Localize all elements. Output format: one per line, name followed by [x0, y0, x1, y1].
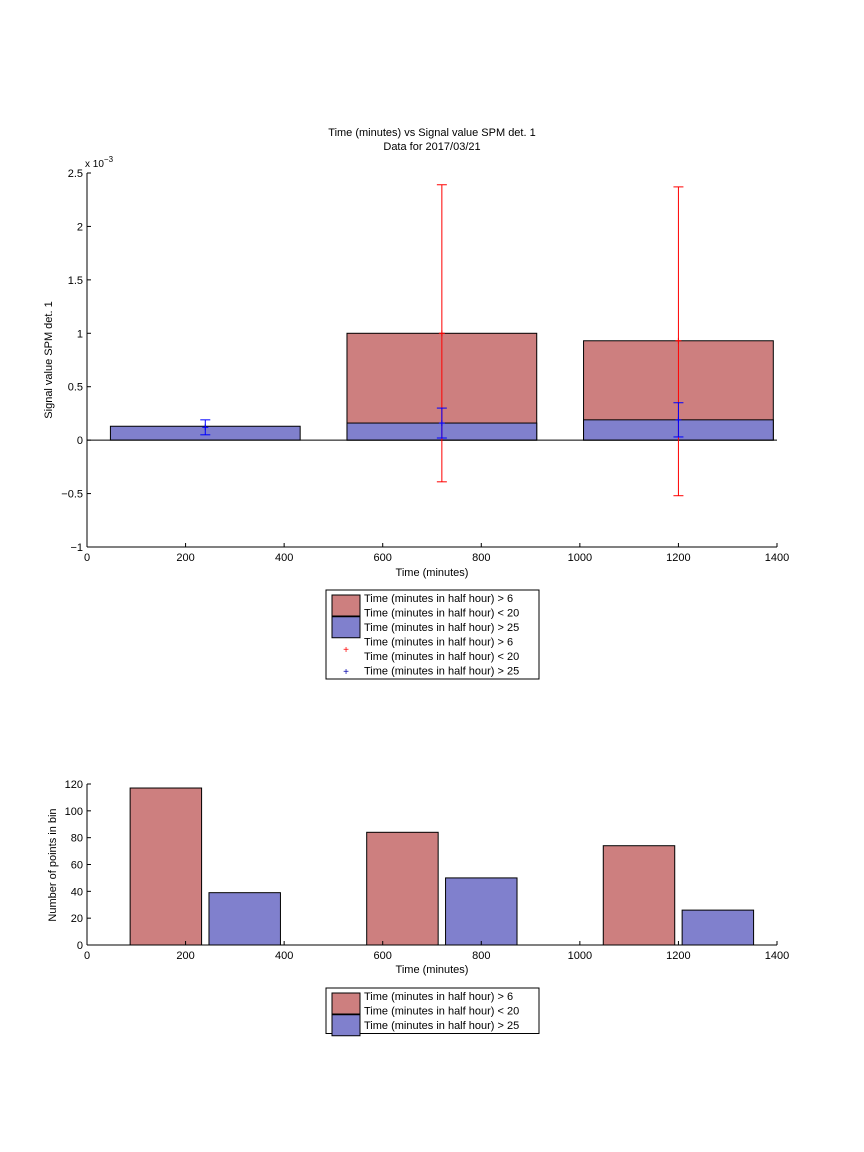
y-tick-label: 20 — [71, 913, 83, 925]
y-tick-label: 0 — [77, 940, 83, 952]
bar — [445, 877, 518, 946]
legend-label: Time (minutes in half hour) < 20 — [364, 1006, 519, 1018]
x-tick-label: 1000 — [568, 552, 592, 564]
x-tick-label: 1200 — [666, 950, 690, 962]
y-tick-label: 1.5 — [68, 275, 83, 287]
x-tick-label: 1400 — [765, 950, 789, 962]
bar — [602, 845, 676, 946]
count-chart: 0 200 400 600 800 1000 1200 1400 0 20 40 60 80 100 120… — [47, 779, 790, 1037]
chart-subtitle: Data for 2017/03/21 — [383, 141, 480, 153]
y-axis-label: Number of points in bin — [47, 808, 59, 921]
y-axis-label: Signal value SPM det. 1 — [43, 301, 55, 418]
bar — [681, 909, 755, 946]
legend-box — [325, 589, 540, 680]
legend-swatch — [331, 992, 361, 1015]
y-tick-label: −0.5 — [61, 489, 83, 501]
y-tick-label: 80 — [71, 833, 83, 845]
legend-label: Time (minutes in half hour) > 25 — [364, 622, 519, 634]
x-tick-label: 800 — [472, 950, 490, 962]
x-tick-label: 1200 — [666, 552, 690, 564]
x-tick-label: 200 — [176, 950, 194, 962]
x-tick-label: 600 — [374, 950, 392, 962]
y-tick-label: 100 — [65, 806, 83, 818]
x-tick-label: 800 — [472, 552, 490, 564]
axes-layer: 0 200 400 600 800 1000 1200 1400 −1 −0.5 0 0.5 1 1.5 2… — [61, 168, 789, 564]
legend-label: Time (minutes in half hour) > 25 — [364, 666, 519, 678]
x-axis-label: Time (minutes) — [396, 964, 469, 976]
y-tick-label: 2.5 — [68, 168, 83, 180]
y-tick-label: 0 — [77, 435, 83, 447]
x-axis-label: Time (minutes) — [396, 567, 469, 579]
x-tick-label: 0 — [84, 950, 90, 962]
legend-swatch — [331, 1014, 361, 1037]
bar — [208, 892, 281, 946]
legend-label: Time (minutes in half hour) > 25 — [364, 1020, 519, 1032]
legend-marker: + — [343, 645, 349, 656]
y-tick-label: 1 — [77, 328, 83, 340]
bar — [366, 831, 439, 946]
legend: Time (minutes in half hour) > 6 Time (min… — [325, 987, 540, 1037]
legend-label: Time (minutes in half hour) > 6 — [364, 593, 513, 605]
x-tick-label: 600 — [374, 552, 392, 564]
legend-box — [325, 987, 540, 1034]
signal-chart: Time (minutes) vs Signal value SPM det. … — [43, 127, 789, 680]
x-tick-label: 0 — [84, 552, 90, 564]
errorbars-layer — [200, 184, 684, 497]
legend-label: Time (minutes in half hour) > 6 — [364, 637, 513, 649]
x-tick-label: 200 — [176, 552, 194, 564]
bar — [129, 787, 203, 946]
legend-label: Time (minutes in half hour) < 20 — [364, 651, 519, 663]
y-tick-label: 2 — [77, 221, 83, 233]
x-tick-label: 400 — [275, 552, 293, 564]
y-tick-label: 120 — [65, 779, 83, 791]
x-tick-label: 400 — [275, 950, 293, 962]
bars-layer — [129, 787, 755, 946]
chart-title: Time (minutes) vs Signal value SPM det. … — [328, 127, 535, 139]
y-tick-label: 0.5 — [68, 382, 83, 394]
y-exponent-label: x 10−3 — [85, 155, 114, 170]
x-tick-label: 1400 — [765, 552, 789, 564]
axes-layer: 0 200 400 600 800 1000 1200 1400 0 20 40 60 80 100 120 — [65, 779, 790, 962]
legend-label: Time (minutes in half hour) > 6 — [364, 991, 513, 1003]
y-tick-label: 40 — [71, 886, 83, 898]
y-tick-label: −1 — [70, 542, 83, 554]
legend-swatch — [331, 594, 361, 617]
legend: Time (minutes in half hour) > 6 Time (min… — [325, 589, 540, 680]
legend-swatch — [331, 616, 361, 639]
legend-marker: + — [343, 667, 349, 678]
bars-layer — [87, 332, 777, 441]
y-tick-label: 60 — [71, 860, 83, 872]
x-tick-label: 1000 — [568, 950, 592, 962]
legend-label: Time (minutes in half hour) < 20 — [364, 608, 519, 620]
